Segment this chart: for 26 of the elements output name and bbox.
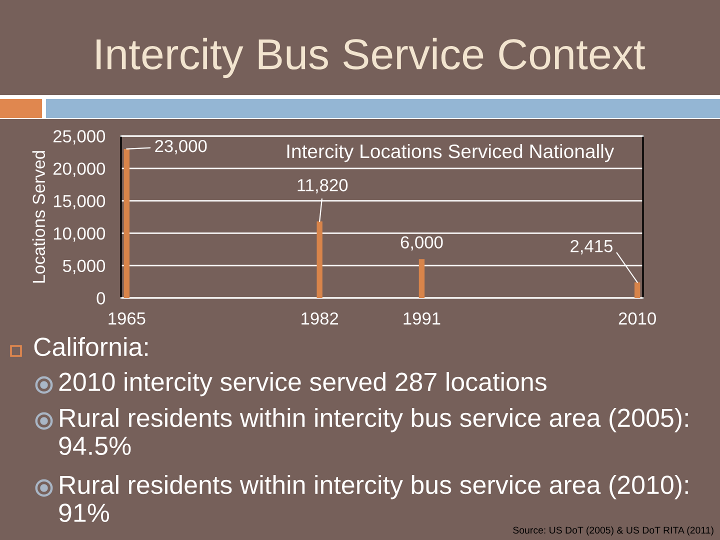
- y-tick-label: 10,000: [54, 227, 106, 242]
- chart-subtitle: Intercity Locations Serviced Nationally: [287, 144, 614, 162]
- text: 2010 intercity service served 287 locations: [59, 372, 546, 396]
- x-tick-label: 1982: [302, 312, 338, 325]
- bar: [418, 259, 425, 298]
- y-tick-label: 0: [96, 292, 106, 304]
- y-axis-title: Locations Served: [32, 151, 46, 283]
- bar: [634, 282, 640, 298]
- bar: [316, 221, 322, 298]
- chart-title: Intercity Bus Service Context: [96, 38, 646, 78]
- data-label: 11,820: [298, 179, 348, 194]
- x-tick-label: 1965: [108, 312, 146, 325]
- data-label: 23,000: [155, 140, 207, 154]
- y-tick-label: 15,000: [54, 194, 106, 210]
- data-label: 6,000: [400, 236, 443, 251]
- text: California:: [34, 337, 148, 356]
- text: Rural residents within intercity bus service area (2010): 91%: [59, 475, 688, 522]
- y-tick-label: 25,000: [54, 130, 106, 145]
- data-label: 2,415: [570, 240, 612, 254]
- y-tick-label: 20,000: [54, 162, 106, 177]
- x-tick-label: 1991: [404, 312, 440, 325]
- x-tick-label: 2010: [618, 312, 656, 325]
- source-note: Source: US DoT (2005) & US DoT RITA (2011): [513, 526, 714, 536]
- text: Rural residents within intercity bus service area (2005): 94.5%: [59, 408, 688, 456]
- bar: [124, 148, 130, 298]
- y-tick-label: 5,000: [62, 260, 106, 274]
